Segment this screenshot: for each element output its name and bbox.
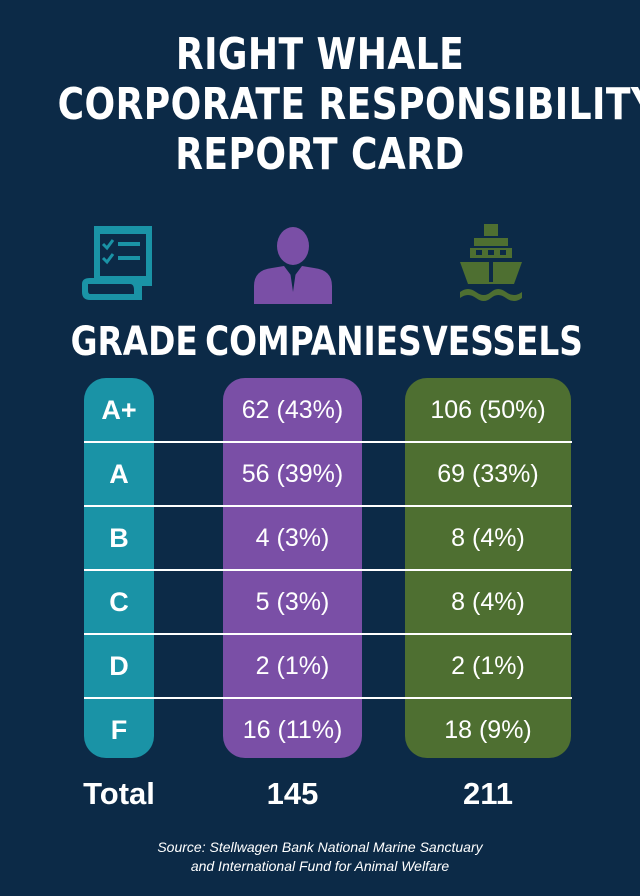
companies-cell: 16 (11%) xyxy=(242,716,343,744)
companies-cell: 4 (3%) xyxy=(255,524,330,552)
companies-cell: 5 (3%) xyxy=(255,588,330,616)
vessels-cell: 2 (1%) xyxy=(451,652,525,680)
source-line-1: Source: Stellwagen Bank National Marine … xyxy=(157,839,483,855)
row-divider xyxy=(84,569,572,571)
report-card-icon xyxy=(80,222,160,309)
title-line-3: REPORT CARD xyxy=(175,129,465,180)
source-line-2: and International Fund for Animal Welfar… xyxy=(190,858,450,874)
companies-cell: 56 (39%) xyxy=(241,460,344,488)
companies-total: 145 xyxy=(266,776,319,811)
grade-cell: F xyxy=(110,715,128,745)
vessels-cell: 8 (4%) xyxy=(451,524,525,552)
source-note: Source: Stellwagen Bank National Marine … xyxy=(0,838,640,876)
companies-cell: 62 (43%) xyxy=(241,396,344,424)
row-divider xyxy=(84,697,572,699)
person-icon xyxy=(252,222,334,309)
vessels-cell: 18 (9%) xyxy=(444,716,532,744)
grade-cell: A+ xyxy=(101,395,137,425)
row-divider xyxy=(84,441,572,443)
grade-cell: D xyxy=(109,651,129,681)
vessels-cell: 106 (50%) xyxy=(430,396,546,424)
grade-cell: A xyxy=(109,459,129,489)
ship-icon xyxy=(458,222,524,311)
row-divider xyxy=(84,633,572,635)
vessels-header: VESSELS xyxy=(422,319,583,365)
vessels-cell: 69 (33%) xyxy=(437,460,539,488)
vessels-total: 211 xyxy=(462,776,513,811)
companies-cell: 2 (1%) xyxy=(255,652,330,680)
grade-header: GRADE xyxy=(70,319,198,365)
total-label: Total xyxy=(83,776,155,811)
title-line-2: CORPORATE RESPONSIBILITY xyxy=(57,79,640,130)
vessels-cell: 8 (4%) xyxy=(451,588,525,616)
report-title: RIGHT WHALE CORPORATE RESPONSIBILITY REP… xyxy=(57,29,640,180)
row-divider xyxy=(84,505,572,507)
title-line-1: RIGHT WHALE xyxy=(175,29,465,80)
grade-cell: C xyxy=(109,587,129,617)
grade-cell: B xyxy=(109,523,129,553)
companies-header: COMPANIES xyxy=(205,319,422,365)
